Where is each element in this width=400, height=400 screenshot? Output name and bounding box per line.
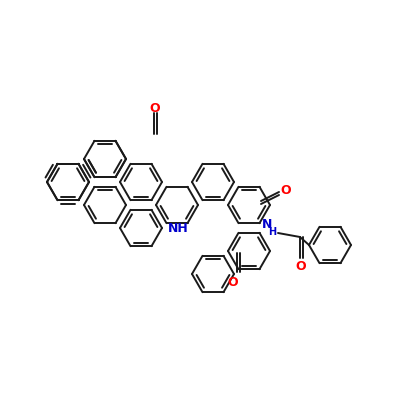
Text: H: H bbox=[268, 227, 276, 237]
Text: O: O bbox=[228, 276, 238, 288]
Text: NH: NH bbox=[168, 222, 188, 234]
Text: O: O bbox=[150, 102, 160, 116]
Text: O: O bbox=[296, 260, 306, 274]
Text: O: O bbox=[281, 184, 291, 198]
Text: N: N bbox=[262, 218, 272, 230]
